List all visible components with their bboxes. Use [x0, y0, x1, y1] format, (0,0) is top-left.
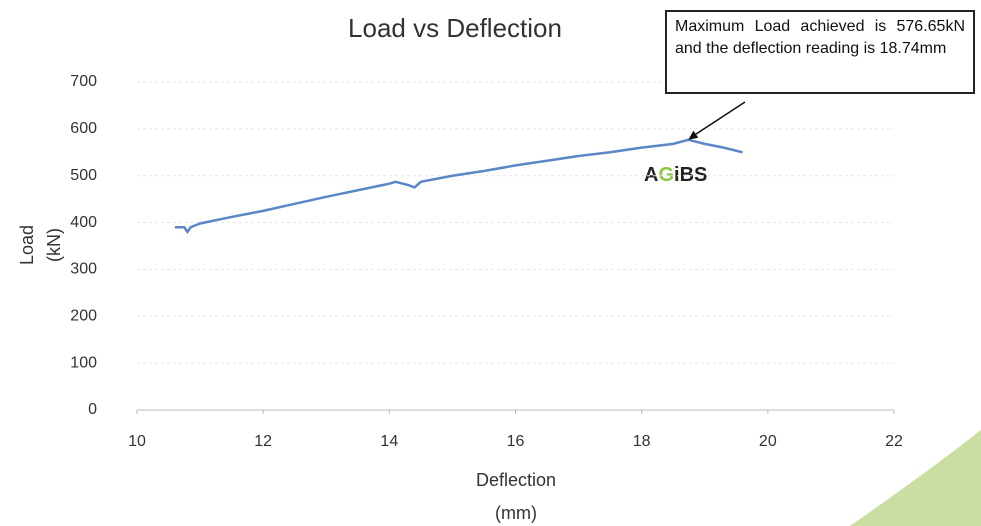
y-tick-label: 300: [70, 261, 97, 278]
y-tick-label: 0: [88, 401, 97, 418]
y-axis-label: (kN): [44, 228, 64, 262]
annotation-arrow: [689, 101, 746, 139]
x-tick-label: 22: [885, 433, 903, 450]
x-tick-label: 12: [254, 433, 272, 450]
x-tick-label: 16: [507, 433, 525, 450]
x-tick-label: 10: [128, 433, 146, 450]
x-tick-label: 14: [380, 433, 398, 450]
y-tick-label: 200: [70, 308, 97, 325]
y-tick-label: 100: [70, 354, 97, 371]
y-axis-label: Load: [17, 225, 37, 265]
x-tick-label: 18: [633, 433, 651, 450]
annotation-arrowhead: [688, 130, 699, 140]
x-tick-label: 20: [759, 433, 777, 450]
x-axis-label: Deflection: [476, 470, 556, 490]
y-tick-label: 600: [70, 120, 97, 137]
logo-part: A: [644, 164, 658, 186]
decor-swoosh: [850, 430, 981, 526]
data-line: [174, 138, 743, 235]
chart-title: Load vs Deflection: [348, 13, 562, 43]
y-tick-label: 400: [70, 214, 97, 231]
x-axis-label: (mm): [495, 503, 537, 523]
annotation-box: Maximum Load achieved is 576.65kN and th…: [665, 10, 975, 94]
y-tick-label: 500: [70, 167, 97, 184]
y-tick-label: 700: [70, 73, 97, 90]
